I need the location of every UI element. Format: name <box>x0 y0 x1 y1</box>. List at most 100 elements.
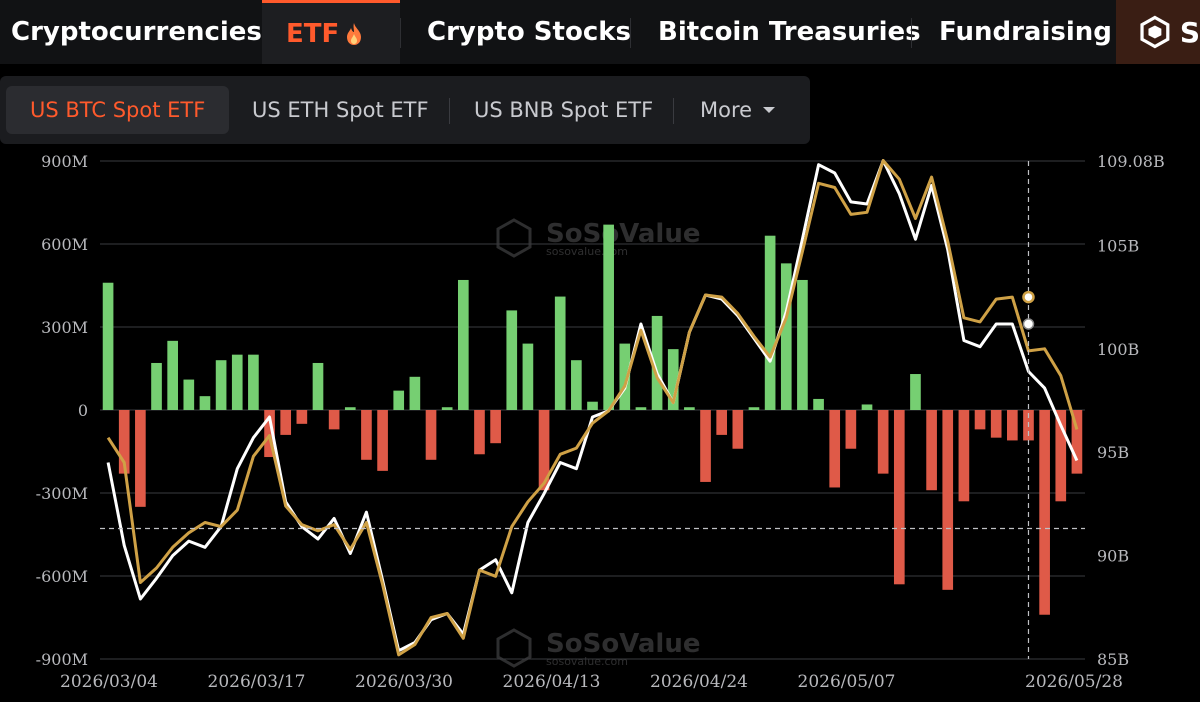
btc-price-line <box>106 159 1079 653</box>
top-nav: Cryptocurrencies ETF Crypto Stocks Bitco… <box>0 0 1200 64</box>
inflow-bar <box>167 340 178 410</box>
outflow-bar <box>958 410 970 502</box>
inflow-bar <box>506 310 518 410</box>
subtab-divider <box>673 98 674 124</box>
tab-label: Crypto Stocks <box>427 17 632 47</box>
right-tick-label: 85B <box>1097 650 1129 669</box>
outflow-bar <box>732 410 744 449</box>
left-tick-label: 600M <box>41 235 88 254</box>
net-inflow-bars <box>102 224 1083 615</box>
inflow-bar <box>393 390 405 410</box>
outflow-bar <box>893 410 905 585</box>
left-tick-label: -600M <box>36 567 88 586</box>
crosshair <box>100 161 1085 659</box>
outflow-bar <box>490 410 501 444</box>
more-label: More <box>700 98 753 122</box>
inflow-bar <box>764 235 776 410</box>
tab-label: Bitcoin Treasuries <box>658 17 921 47</box>
inflow-bar <box>910 374 921 410</box>
outflow-bar <box>926 410 937 491</box>
watermark-subtitle: sosovalue.com <box>546 655 628 668</box>
tab-etf[interactable]: ETF <box>262 0 400 64</box>
x-tick-label: 2026/05/28 <box>1025 672 1123 692</box>
tab-crypto-stocks[interactable]: Crypto Stocks <box>427 0 631 64</box>
crosshair-point-total-net-assets <box>1022 290 1035 304</box>
subtab-divider <box>449 98 450 124</box>
watermark: SoSoValue sosovalue.com <box>496 218 700 258</box>
outflow-bar <box>974 410 986 430</box>
inflow-bar <box>344 407 356 410</box>
outflow-bar <box>296 410 308 424</box>
outflow-bar <box>264 410 275 458</box>
sub-nav: US BTC Spot ETF US ETH Spot ETF US BNB S… <box>0 76 810 144</box>
inflow-bar <box>684 407 695 410</box>
inflow-bar <box>199 396 211 410</box>
tab-fundraising[interactable]: Fundraising <box>939 0 1112 64</box>
total-net-assets-line <box>106 159 1079 657</box>
tab-divider <box>400 18 401 48</box>
outflow-bar <box>425 410 437 460</box>
watermarks: SoSoValue sosovalue.com SoSoValue sosova… <box>496 218 700 668</box>
outflow-bar <box>1071 410 1083 474</box>
watermark: SoSoValue sosovalue.com <box>496 628 700 668</box>
outflow-bar <box>829 410 841 488</box>
subtab-label: US ETH Spot ETF <box>252 98 429 122</box>
outflow-bar <box>377 410 388 471</box>
flame-icon <box>347 22 362 45</box>
inflow-bar <box>667 349 679 410</box>
inflow-bar <box>861 404 873 410</box>
outflow-bar <box>474 410 485 455</box>
gridlines <box>100 160 1085 660</box>
right-tick-label: 109.08B <box>1097 152 1165 171</box>
inflow-bar <box>571 360 582 410</box>
outflow-bar <box>990 410 1002 438</box>
caret-down-icon <box>763 107 776 113</box>
outflow-bar <box>700 410 711 482</box>
x-axis: 2026/03/04 2026/03/17 2026/03/30 2026/04/13… <box>60 672 1123 692</box>
inflow-bar <box>151 362 162 410</box>
left-tick-label: -900M <box>36 650 88 669</box>
outflow-bar <box>716 410 728 435</box>
right-tick-label: 100B <box>1097 340 1139 359</box>
x-tick-label: 2026/04/24 <box>650 672 748 692</box>
outflow-bar <box>942 410 954 590</box>
series-lines <box>106 159 1079 657</box>
left-tick-label: -300M <box>36 484 88 503</box>
inflow-bar <box>603 224 614 410</box>
inflow-bar <box>554 296 566 410</box>
subtab-us-bnb-spot-etf[interactable]: US BNB Spot ETF <box>474 86 653 134</box>
inflow-bar <box>813 398 824 410</box>
inflow-bar <box>651 315 663 410</box>
x-tick-label: 2026/04/13 <box>503 672 601 692</box>
tab-label: Cryptocurrencies <box>11 17 262 47</box>
tab-cryptocurrencies[interactable]: Cryptocurrencies <box>11 0 262 64</box>
outflow-bar <box>135 410 146 507</box>
brand-logo[interactable]: S <box>1116 0 1200 64</box>
outflow-bar <box>1039 410 1050 615</box>
x-tick-label: 2026/03/17 <box>208 672 306 692</box>
inflow-bar <box>522 343 534 410</box>
right-tick-label: 95B <box>1097 443 1129 462</box>
outflow-bar <box>538 410 550 491</box>
brand-text: S <box>1179 15 1200 49</box>
right-axis: 109.08B 105B 100B 95B 90B 85B <box>1097 152 1165 669</box>
outflow-bar <box>877 410 889 474</box>
inflow-bar <box>780 263 792 410</box>
right-tick-label: 90B <box>1097 547 1129 566</box>
subtab-us-btc-spot-etf[interactable]: US BTC Spot ETF <box>6 86 230 134</box>
outflow-bar <box>118 410 130 474</box>
left-tick-label: 0 <box>78 401 88 420</box>
watermark-subtitle: sosovalue.com <box>546 245 628 258</box>
inflow-bar <box>215 360 227 410</box>
inflow-bar <box>748 407 760 410</box>
subtab-us-eth-spot-etf[interactable]: US ETH Spot ETF <box>252 86 429 134</box>
subtab-label: US BTC Spot ETF <box>30 98 206 122</box>
tab-bitcoin-treasuries[interactable]: Bitcoin Treasuries <box>658 0 921 64</box>
left-tick-label: 300M <box>41 318 88 337</box>
more-dropdown[interactable]: More <box>700 86 776 134</box>
inflow-bar <box>587 401 598 410</box>
x-tick-label: 2026/03/30 <box>355 672 453 692</box>
outflow-bar <box>845 410 857 449</box>
inflow-bar <box>231 354 243 410</box>
inflow-bar <box>409 376 421 410</box>
